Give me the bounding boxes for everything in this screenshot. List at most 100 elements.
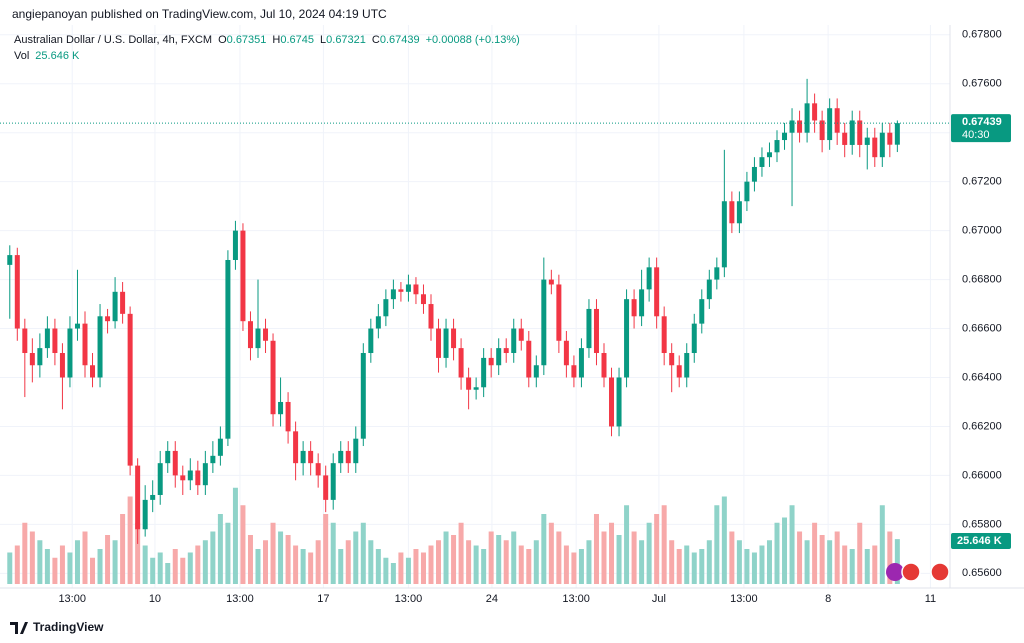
x-tick-label: 8 <box>825 593 831 605</box>
candle-body <box>466 377 472 390</box>
volume-bar <box>789 505 795 584</box>
volume-bar <box>443 531 449 584</box>
candle-body <box>37 348 43 366</box>
volume-bar <box>857 522 863 584</box>
volume-bar <box>398 552 404 584</box>
x-tick-label: 11 <box>925 593 936 605</box>
candle-body <box>782 132 788 141</box>
event-icon[interactable] <box>886 563 904 581</box>
volume-bar <box>849 549 855 584</box>
volume-bar <box>14 545 20 584</box>
volume-bar <box>872 545 878 584</box>
y-tick-label: 0.67000 <box>962 225 1002 237</box>
volume-bar <box>894 539 900 584</box>
volume-bar <box>782 517 788 584</box>
volume-bar <box>390 563 396 584</box>
volume-bar <box>511 531 517 584</box>
volume-bar <box>503 540 509 584</box>
volume-name: Vol <box>14 50 29 62</box>
volume-bar <box>74 540 80 584</box>
candle-body <box>300 450 306 464</box>
y-tick-label: 0.65800 <box>962 518 1002 530</box>
volume-bar <box>413 549 419 584</box>
event-icons[interactable] <box>886 562 950 582</box>
candle-body <box>405 284 411 292</box>
volume-bar <box>278 531 284 584</box>
x-tick-label: 13:00 <box>226 593 254 605</box>
candle-body <box>789 120 795 133</box>
last-price-label: 0.67439 <box>962 116 1002 128</box>
volume-bar <box>300 549 306 584</box>
volume-bar <box>473 545 479 584</box>
volume-bar <box>819 535 825 584</box>
volume-bar <box>232 487 238 584</box>
volume-bar <box>714 505 720 584</box>
volume-bar <box>721 496 727 584</box>
volume-bar <box>774 522 780 584</box>
volume-bar <box>593 514 599 584</box>
volume-bar <box>105 535 111 584</box>
volume-bar <box>112 540 118 584</box>
x-tick-label: 17 <box>317 593 329 605</box>
volume-bar <box>526 549 532 584</box>
candle-body <box>797 120 803 133</box>
candle-body <box>691 323 697 354</box>
volume-bar <box>488 531 494 584</box>
y-tick-label: 0.66200 <box>962 420 1002 432</box>
candle-body <box>578 348 584 378</box>
candle-body <box>368 328 374 354</box>
volume-bar <box>52 557 58 584</box>
candle-body <box>503 348 509 354</box>
volume-bar <box>338 549 344 584</box>
candle-body <box>766 152 772 158</box>
brand-logo <box>10 622 28 634</box>
candle-body <box>451 328 457 349</box>
y-tick-label: 0.67600 <box>962 78 1002 90</box>
volume-bar <box>729 531 735 584</box>
countdown: 40:30 <box>962 129 990 141</box>
o-label: O <box>218 34 227 46</box>
candle-body <box>375 316 381 329</box>
candle-body <box>330 463 336 500</box>
volume-bar <box>616 535 622 584</box>
volume-bar <box>353 531 359 584</box>
candle-body <box>473 387 479 390</box>
volume-bar <box>842 545 848 584</box>
h-value: 0.6745 <box>280 34 314 46</box>
volume-bar <box>436 540 442 584</box>
candle-body <box>804 103 810 133</box>
candle-body <box>150 494 156 500</box>
candle-body <box>759 157 765 167</box>
flag-icon[interactable] <box>901 562 921 582</box>
last-price-box <box>951 114 1011 143</box>
volume-bar <box>247 535 253 584</box>
volume-bar <box>360 522 366 584</box>
volume-bar <box>157 552 163 584</box>
volume-bar <box>827 540 833 584</box>
volume-bar <box>654 514 660 584</box>
volume-bar <box>323 514 329 584</box>
volume-bar <box>496 535 502 584</box>
candle-body <box>458 348 464 378</box>
candle-body <box>593 308 599 354</box>
candle-body <box>360 353 366 439</box>
candle-body <box>293 431 299 464</box>
volume-bar <box>624 505 630 584</box>
candle-body <box>44 328 50 349</box>
candle-body <box>390 289 396 300</box>
candle-body <box>383 299 389 317</box>
volume-bar <box>744 549 750 584</box>
volume-bar <box>180 557 186 584</box>
volume-bar <box>270 522 276 584</box>
candles <box>7 78 900 544</box>
volume-bar <box>451 535 457 584</box>
volume-value: 25.646 K <box>35 50 80 62</box>
candle-body <box>345 450 351 464</box>
candle-body <box>684 353 690 378</box>
volume-bar <box>548 522 554 584</box>
volume-bar <box>864 549 870 584</box>
flag-icon[interactable] <box>930 562 950 582</box>
candle-body <box>661 316 667 354</box>
candle-body <box>105 316 111 322</box>
